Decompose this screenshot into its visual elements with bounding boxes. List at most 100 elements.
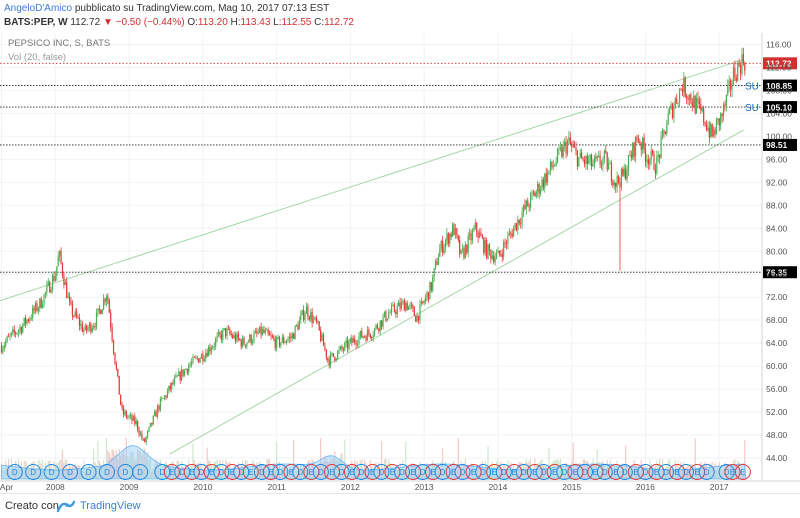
earnings-marker[interactable] — [486, 464, 503, 480]
dividend-marker[interactable] — [616, 464, 633, 480]
horizontal-levels[interactable]: 112.72 108.85 SU 105.10 SU 98.51 76.35 — [0, 57, 797, 279]
dividend-marker[interactable] — [174, 464, 191, 480]
earnings-marker[interactable] — [405, 464, 422, 480]
dividend-marker[interactable] — [353, 464, 370, 480]
dividend-marker[interactable] — [394, 464, 411, 480]
candle-body — [386, 318, 388, 321]
candle-body — [236, 333, 238, 342]
dividend-marker[interactable] — [637, 464, 654, 480]
earnings-marker[interactable] — [627, 464, 644, 480]
dividend-marker[interactable] — [576, 464, 593, 480]
dividend-marker[interactable] — [98, 464, 115, 480]
candle-body — [444, 240, 447, 248]
dividend-marker[interactable] — [475, 464, 492, 480]
candle-body — [246, 342, 248, 347]
dividend-marker[interactable] — [596, 464, 613, 480]
trendlines[interactable] — [0, 58, 744, 455]
dividend-marker[interactable] — [25, 464, 42, 480]
author-link[interactable]: AngeloD'Amico — [4, 3, 73, 14]
dividend-marker[interactable] — [515, 464, 532, 480]
candle-body — [423, 301, 425, 303]
earnings-marker[interactable] — [283, 464, 300, 480]
volume-bar — [17, 458, 20, 479]
dividend-marker[interactable] — [373, 464, 390, 480]
trendline[interactable] — [169, 129, 744, 455]
earnings-marker[interactable] — [364, 464, 381, 480]
candle-body — [663, 130, 665, 132]
candle-body — [710, 124, 712, 138]
dividend-marker[interactable] — [556, 464, 573, 480]
earnings-marker[interactable] — [183, 464, 200, 480]
dividend-marker[interactable] — [233, 464, 250, 480]
earnings-marker[interactable] — [262, 464, 279, 480]
candle-body — [494, 257, 496, 263]
time-axis[interactable]: Apr 2008 2009 2010 2011 2012 2013 2014 2015 2016 2… — [0, 482, 729, 492]
candle-body — [223, 328, 225, 330]
candle-body — [73, 315, 75, 317]
dividend-marker[interactable] — [414, 464, 431, 480]
earnings-marker[interactable] — [242, 464, 259, 480]
earnings-marker[interactable] — [724, 464, 741, 480]
time-tick-label: Apr — [0, 482, 13, 492]
volume-bar — [16, 469, 18, 479]
candle-body — [283, 337, 285, 343]
dividend-marker[interactable] — [253, 464, 270, 480]
earnings-marker[interactable] — [546, 464, 563, 480]
dividend-marker[interactable] — [6, 464, 23, 480]
dividend-marker[interactable] — [434, 464, 451, 480]
volume-bar — [644, 470, 647, 479]
price-chart[interactable]: 112.72 108.85 SU 105.10 SU 98.51 76.35 D D D D D D D… — [0, 33, 800, 493]
earnings-marker[interactable] — [384, 464, 401, 480]
candle-body — [688, 94, 691, 100]
earnings-marker[interactable] — [303, 464, 320, 480]
volume-bar — [328, 461, 330, 479]
dividend-marker[interactable] — [43, 464, 60, 480]
dividend-marker[interactable] — [312, 464, 329, 480]
dividend-marker[interactable] — [213, 464, 230, 480]
dividend-marker[interactable] — [718, 464, 735, 480]
earnings-marker[interactable] — [669, 464, 686, 480]
candle-body — [267, 329, 269, 334]
earnings-marker[interactable] — [567, 464, 584, 480]
earnings-marker[interactable] — [587, 464, 604, 480]
dividend-marker[interactable] — [678, 464, 695, 480]
earnings-marker[interactable] — [526, 464, 543, 480]
dividend-marker[interactable] — [495, 464, 512, 480]
change-down-icon: ▼ — [102, 17, 113, 28]
chart-area[interactable]: 112.72 108.85 SU 105.10 SU 98.51 76.35 D D D D D D D… — [0, 33, 800, 493]
earnings-marker[interactable] — [425, 464, 442, 480]
candle-body — [305, 306, 308, 314]
dividend-marker[interactable] — [272, 464, 289, 480]
candle-body — [491, 255, 493, 259]
price-axis[interactable]: 44.00 48.00 52.00 56.00 60.00 64.00 68.00 72.00… — [766, 39, 792, 463]
earnings-marker[interactable] — [343, 464, 360, 480]
earnings-marker[interactable] — [465, 464, 482, 480]
earnings-marker[interactable] — [506, 464, 523, 480]
dividend-marker[interactable] — [132, 464, 149, 480]
dividend-marker[interactable] — [535, 464, 552, 480]
volume-bar — [280, 470, 282, 479]
earnings-marker[interactable] — [163, 464, 180, 480]
dividend-marker[interactable] — [80, 464, 97, 480]
dividend-marker[interactable] — [193, 464, 210, 480]
dividend-marker[interactable] — [454, 464, 471, 480]
earnings-marker[interactable] — [224, 464, 241, 480]
candle-body — [656, 156, 658, 174]
dividend-marker[interactable] — [154, 464, 171, 480]
earnings-marker[interactable] — [323, 464, 340, 480]
dividend-marker[interactable] — [62, 464, 79, 480]
dividend-marker[interactable] — [292, 464, 309, 480]
earnings-marker[interactable] — [689, 464, 706, 480]
earnings-marker[interactable] — [203, 464, 220, 480]
dividend-marker[interactable] — [658, 464, 675, 480]
dividend-marker[interactable] — [333, 464, 350, 480]
earnings-marker[interactable] — [607, 464, 624, 480]
dividend-marker[interactable] — [698, 464, 715, 480]
earnings-marker[interactable] — [648, 464, 665, 480]
trendline[interactable] — [0, 58, 744, 302]
earnings-marker[interactable] — [734, 464, 751, 480]
tradingview-brand[interactable]: TradingView — [80, 500, 141, 512]
volume-bar — [362, 471, 364, 479]
earnings-marker[interactable] — [445, 464, 462, 480]
